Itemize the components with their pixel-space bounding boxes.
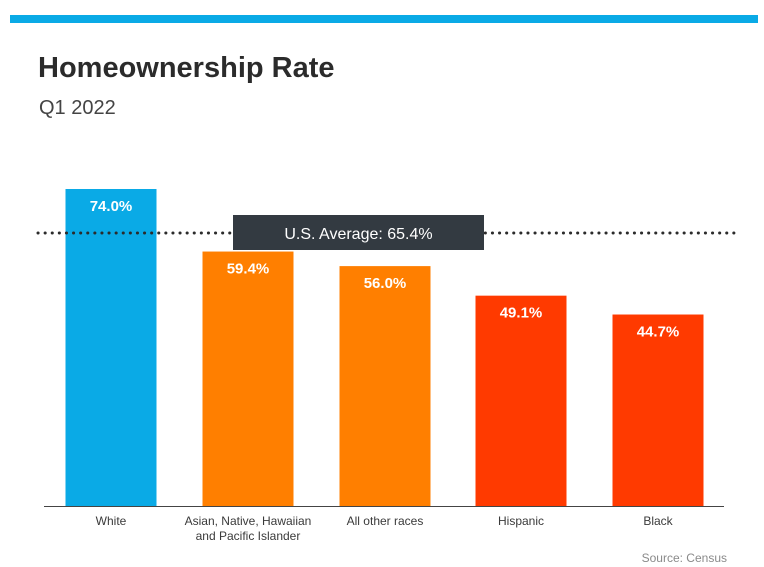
average-label-box — [233, 215, 484, 250]
bar — [339, 266, 431, 506]
category-label: Black — [643, 514, 673, 528]
bar-value-label: 59.4% — [227, 261, 270, 278]
category-label: and Pacific Islander — [196, 529, 301, 543]
category-label: All other races — [347, 514, 424, 528]
bar — [65, 189, 157, 506]
source-note: Source: Census — [641, 551, 727, 565]
chart-subtitle: Q1 2022 — [39, 97, 116, 119]
category-label: White — [96, 514, 127, 528]
bar — [612, 314, 704, 506]
bar-value-label: 44.7% — [637, 324, 680, 341]
average-label: U.S. Average: 65.4% — [284, 226, 432, 243]
chart-title: Homeownership Rate — [38, 52, 335, 84]
category-label: Hispanic — [498, 514, 544, 528]
bar-value-label: 56.0% — [364, 275, 407, 292]
header-accent-bar — [10, 15, 758, 23]
bar — [475, 295, 567, 506]
bar-value-label: 74.0% — [90, 198, 133, 215]
category-label: Asian, Native, Hawaiian — [185, 514, 312, 528]
bar-value-label: 49.1% — [500, 305, 543, 322]
bar — [202, 251, 294, 506]
